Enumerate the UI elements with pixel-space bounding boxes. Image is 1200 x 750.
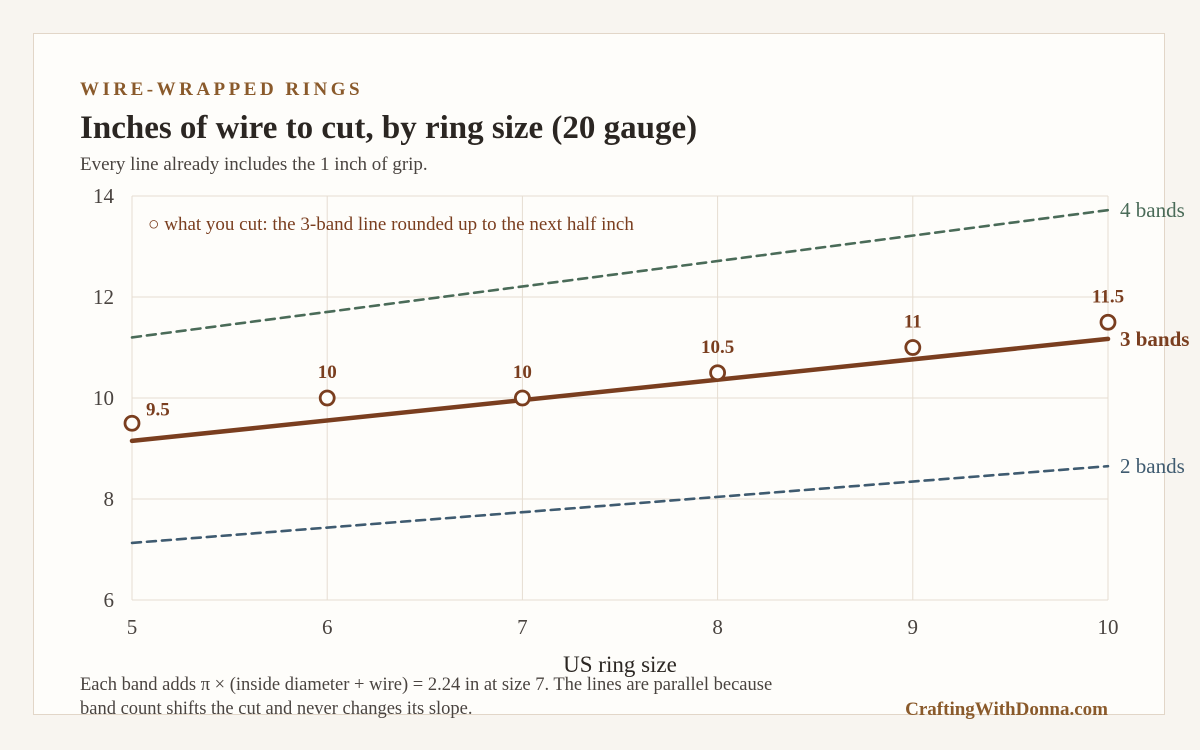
site-credit: CraftingWithDonna.com	[905, 699, 1108, 720]
series-line-2-bands	[130, 464, 1110, 545]
x-tick-label: 6	[322, 615, 333, 639]
series-label: 4 bands	[1120, 198, 1185, 222]
cut-point-label: 10.5	[701, 337, 734, 358]
x-tick-label: 10	[1098, 615, 1119, 639]
x-tick-label: 8	[712, 615, 723, 639]
y-tick-label: 14	[93, 184, 115, 208]
chart-subtitle: Every line already includes the 1 inch o…	[80, 154, 428, 175]
cut-point-label: 11.5	[1092, 286, 1124, 307]
cut-point-marker	[318, 389, 336, 407]
series-line-3-bands	[129, 336, 1111, 444]
x-tick-label: 7	[517, 615, 528, 639]
footnote: Each band adds π × (inside diameter + wi…	[80, 675, 773, 719]
cut-point-marker	[709, 364, 726, 382]
x-axis-label: US ring size	[563, 652, 677, 677]
legend-annotation: ○ what you cut: the 3-band line rounded …	[148, 214, 634, 235]
cut-point-label: 10	[318, 362, 337, 383]
x-tick-label: 9	[908, 615, 919, 639]
series-label: 3 bands	[1120, 327, 1189, 351]
y-tick-label: 10	[93, 386, 114, 410]
cut-point-label: 10	[513, 362, 532, 383]
y-tick-label: 6	[104, 588, 115, 612]
cut-point-label: 11	[904, 312, 922, 333]
cut-point-marker	[904, 339, 922, 356]
chart-card	[33, 33, 1165, 715]
series-line-4-bands	[130, 208, 1110, 339]
series-label: 2 bands	[1120, 454, 1185, 478]
cut-point-marker	[1099, 313, 1117, 331]
cut-point-marker	[514, 389, 531, 407]
kicker-label: WIRE-WRAPPED RINGS	[80, 79, 364, 100]
y-tick-label: 12	[93, 285, 114, 309]
cut-point-label: 9.5	[146, 399, 170, 420]
y-tick-label: 8	[104, 487, 115, 511]
cut-point-marker	[123, 414, 141, 432]
x-tick-label: 5	[127, 615, 138, 639]
chart-title: Inches of wire to cut, by ring size (20 …	[80, 110, 698, 146]
